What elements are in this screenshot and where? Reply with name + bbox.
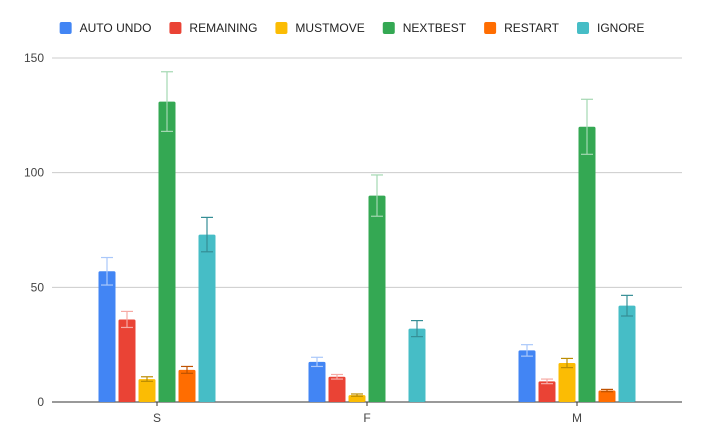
- legend-label: NEXTBEST: [403, 21, 467, 35]
- x-tick-label: M: [572, 411, 582, 425]
- x-tick-label: F: [363, 411, 370, 425]
- legend-label: IGNORE: [597, 21, 644, 35]
- legend-label: MUSTMOVE: [295, 21, 364, 35]
- legend-label: AUTO UNDO: [80, 21, 152, 35]
- bars: [98, 101, 636, 403]
- legend-swatch: [577, 22, 590, 34]
- error-bars: [101, 71, 633, 397]
- y-tick-label: 50: [31, 280, 45, 294]
- bar: [408, 328, 426, 402]
- bar: [308, 361, 326, 402]
- bar: [328, 376, 346, 402]
- bar: [518, 350, 536, 402]
- bar: [538, 381, 556, 402]
- bar: [98, 271, 116, 402]
- y-tick-label: 150: [24, 51, 44, 65]
- legend-swatch: [59, 22, 72, 34]
- legend-swatch: [275, 22, 288, 34]
- legend-label: RESTART: [504, 21, 560, 35]
- y-tick-label: 100: [24, 166, 44, 180]
- legend-swatch: [169, 22, 182, 34]
- bar: [578, 126, 596, 403]
- bar: [198, 234, 216, 402]
- legend-swatch: [484, 22, 497, 34]
- legend-label: REMAINING: [189, 21, 257, 35]
- x-tick-label: S: [153, 411, 161, 425]
- bar: [158, 101, 176, 402]
- bar: [368, 195, 386, 402]
- legend: AUTO UNDO REMAINING MUSTMOVE NEXTBEST RESTAR…: [59, 21, 644, 35]
- bar: [118, 319, 136, 402]
- bar: [598, 390, 616, 402]
- bar: [178, 369, 196, 402]
- y-tick-label: 0: [37, 395, 44, 409]
- legend-swatch: [382, 22, 395, 34]
- y-axis: 0 50 100 150: [24, 51, 44, 409]
- bar: [138, 379, 156, 402]
- bar: [558, 363, 576, 402]
- bar: [618, 305, 636, 402]
